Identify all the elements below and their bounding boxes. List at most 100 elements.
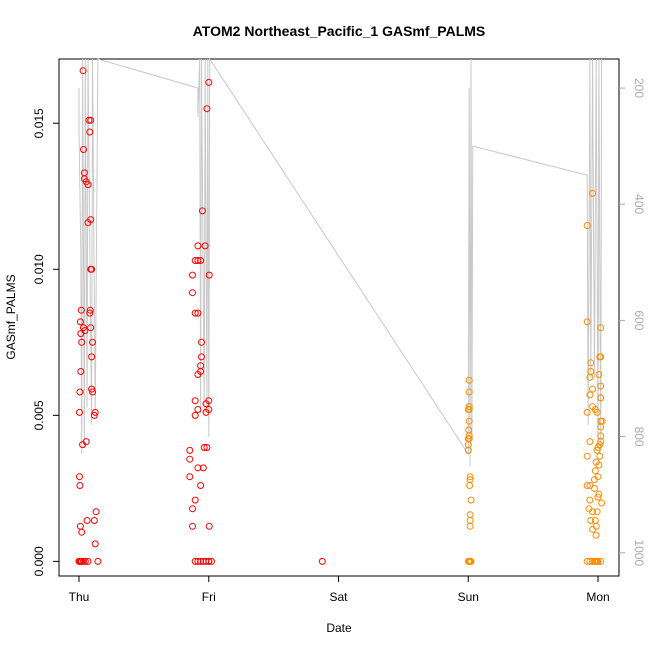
data-point — [593, 508, 601, 516]
altitude-line-layer — [78, 57, 603, 466]
data-point — [466, 482, 474, 489]
data-point — [583, 557, 591, 565]
x-axis-label: Date — [326, 621, 352, 635]
data-point — [91, 540, 99, 548]
data-point — [88, 385, 96, 393]
chart-title: ATOM2 Northeast_Pacific_1 GASmf_PALMS — [193, 23, 486, 39]
y-axis-label: GASmf_PALMS — [4, 274, 18, 359]
data-point — [205, 406, 213, 413]
right-tick-label: 400 — [632, 194, 646, 214]
data-point — [593, 446, 601, 454]
data-point — [198, 353, 205, 361]
data-point — [593, 557, 601, 565]
data-point — [465, 417, 473, 425]
right-tick-label: 1000 — [632, 539, 646, 566]
x-tick-label: Thu — [69, 590, 90, 604]
data-point — [194, 309, 202, 317]
data-point — [583, 482, 591, 489]
x-tick-label: Fri — [202, 590, 216, 604]
data-point — [465, 403, 473, 411]
data-point — [591, 517, 599, 524]
data-point — [598, 499, 606, 507]
data-point — [595, 461, 603, 469]
data-point — [586, 391, 594, 399]
data-point — [189, 289, 196, 297]
data-point — [84, 557, 92, 565]
data-point — [466, 476, 474, 484]
data-point — [191, 309, 199, 317]
data-point — [465, 426, 473, 434]
data-point — [583, 452, 591, 460]
data-point — [199, 464, 207, 472]
data-point — [189, 505, 196, 513]
data-point — [467, 557, 475, 565]
data-point — [589, 385, 597, 393]
data-point — [597, 324, 605, 332]
data-point — [590, 484, 598, 492]
data-point — [597, 394, 605, 402]
data-point — [595, 490, 603, 498]
altitude-line — [78, 57, 603, 466]
data-point — [203, 444, 211, 451]
data-point — [200, 444, 208, 451]
data-point — [594, 473, 602, 481]
data-point — [78, 528, 86, 536]
data-point — [76, 473, 83, 481]
data-point — [91, 408, 99, 416]
data-point — [78, 338, 86, 346]
data-point — [203, 105, 211, 113]
data-point — [80, 169, 88, 177]
data-point — [466, 517, 474, 524]
data-point — [593, 408, 601, 416]
data-point — [198, 338, 205, 346]
data-point — [466, 473, 474, 481]
data-point — [597, 432, 605, 440]
data-point — [583, 318, 591, 326]
data-point — [197, 362, 205, 370]
data-point — [465, 435, 473, 443]
data-point — [589, 508, 597, 516]
data-point — [186, 455, 194, 463]
data-point — [197, 557, 205, 565]
data-point — [587, 359, 595, 367]
data-point — [596, 441, 604, 449]
data-point — [205, 397, 213, 405]
data-point — [76, 388, 84, 396]
data-point — [86, 309, 94, 317]
y-tick-label: 0.010 — [32, 254, 46, 284]
data-point — [89, 388, 96, 396]
data-point — [81, 327, 89, 335]
data-point — [194, 557, 202, 565]
data-point — [80, 146, 87, 153]
data-point — [83, 517, 91, 524]
data-point — [90, 517, 98, 524]
data-point — [586, 438, 594, 446]
data-point — [201, 242, 209, 250]
data-point — [587, 368, 595, 375]
data-point — [598, 417, 606, 425]
data-point — [87, 324, 95, 332]
data-point — [592, 531, 600, 539]
data-point — [76, 408, 83, 416]
plot-frame — [58, 58, 620, 577]
data-point — [191, 496, 199, 504]
data-point — [189, 522, 196, 530]
x-tick-label: Sun — [458, 590, 479, 604]
axes-layer: Thu Fri Sat Sun Mon 0.000 0.005 0.010 0.015 200 40… — [32, 78, 646, 604]
data-point — [466, 511, 474, 519]
data-point — [194, 257, 202, 264]
y-tick-label: 0.000 — [32, 546, 46, 576]
data-point — [596, 452, 604, 460]
data-point — [191, 411, 199, 419]
data-point — [76, 522, 84, 530]
data-point — [90, 411, 98, 419]
data-point — [89, 338, 96, 346]
data-point — [76, 482, 84, 489]
data-point — [205, 557, 213, 565]
right-tick-label: 200 — [632, 78, 646, 98]
data-point — [194, 242, 202, 250]
data-point — [77, 368, 85, 375]
data-point — [191, 397, 199, 405]
data-point — [205, 271, 213, 279]
